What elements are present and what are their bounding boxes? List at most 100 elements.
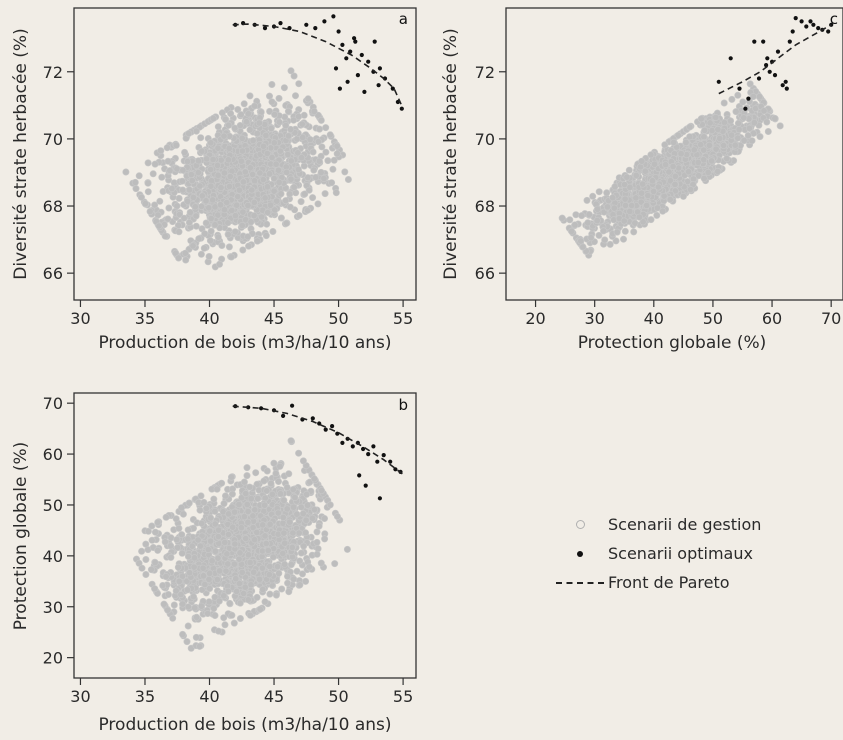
pareto-front-line [232,23,404,110]
cloud-point [237,524,245,532]
cloud-point [216,260,224,268]
y-tick-label: 70 [43,394,63,413]
cloud-point [243,500,251,508]
cloud-point [221,115,229,123]
cloud-point [771,114,779,122]
cloud-point [167,534,175,542]
cloud-point [253,130,261,138]
cloud-point [164,606,172,614]
cloud-point [315,125,323,133]
cloud-point [222,567,230,575]
cloud-point [302,577,310,585]
cloud-point [214,233,222,241]
panel-c-frame [505,7,843,301]
panel-b-pareto-front [232,405,404,476]
y-tick-label: 66 [475,264,495,283]
cloud-point [122,168,130,176]
cloud-point [270,139,278,147]
cloud-point [179,572,187,580]
cloud-point [184,535,192,543]
cloud-point [209,114,217,122]
cloud-point [595,231,603,239]
cloud-point [161,538,169,546]
cloud-point [149,170,157,178]
cloud-point [284,132,292,140]
cloud-point [650,187,658,195]
pareto-front-line [232,405,404,476]
cloud-point [284,151,292,159]
cloud-point [223,199,231,207]
cloud-point [235,555,243,563]
cloud-point [326,131,334,139]
cloud-point [276,490,284,498]
cloud-point [191,604,199,612]
optimal-point [371,444,376,449]
cloud-point [272,469,280,477]
cloud-point [296,581,304,589]
cloud-point [687,186,695,194]
cloud-point [317,559,325,567]
cloud-point [273,563,281,571]
cloud-point [312,173,320,181]
cloud-point [283,168,291,176]
cloud-point [583,196,591,204]
optimal-point [345,79,350,84]
cloud-point [228,611,236,619]
cloud-point [275,178,283,186]
cloud-point [209,156,217,164]
cloud-point [198,602,206,610]
cloud-point [194,169,202,177]
cloud-point [182,256,190,264]
y-tick-label: 68 [475,197,495,216]
optimal-point [340,42,345,48]
cloud-point [287,175,295,183]
optimal-point [361,446,366,452]
cloud-point [173,536,181,544]
cloud-point [246,92,254,100]
cloud-point [175,524,183,532]
cloud-point [333,142,341,150]
cloud-point [295,80,303,88]
cloud-point [625,166,633,174]
cloud-point [217,184,225,192]
cloud-point [665,168,673,176]
cloud-point [313,550,321,558]
cloud-point [204,609,212,617]
cloud-point [263,150,271,158]
cloud-point [195,157,203,165]
cloud-point [151,528,159,536]
cloud-point [225,121,233,129]
cloud-point [241,168,249,176]
y-tick-label: 72 [43,63,63,82]
cloud-point [290,503,298,511]
cloud-point [666,196,674,204]
cloud-point [250,568,258,576]
cloud-point [776,122,784,130]
cloud-point [184,197,192,205]
optimal-point [761,39,766,44]
cloud-point [674,131,682,139]
cloud-point [188,542,196,550]
cloud-point [222,492,230,500]
optimal-point [377,496,382,501]
cloud-point [261,598,269,606]
cloud-point [304,174,312,182]
cloud-point [304,501,312,509]
cloud-point [190,563,198,571]
optimal-point [765,56,770,61]
cloud-point [151,559,159,567]
cloud-point [158,173,166,181]
cloud-point [324,157,332,165]
cloud-point [613,228,621,236]
cloud-point [310,506,318,514]
cloud-point [226,173,234,181]
legend-label: Scenarii de gestion [608,515,762,534]
cloud-point [174,563,182,571]
cloud-point [661,141,669,149]
cloud-point [250,212,258,220]
optimal-point [348,49,353,54]
optimal-point [393,467,398,472]
cloud-point [258,547,266,555]
cloud-point [220,169,228,177]
cloud-point [732,108,740,116]
